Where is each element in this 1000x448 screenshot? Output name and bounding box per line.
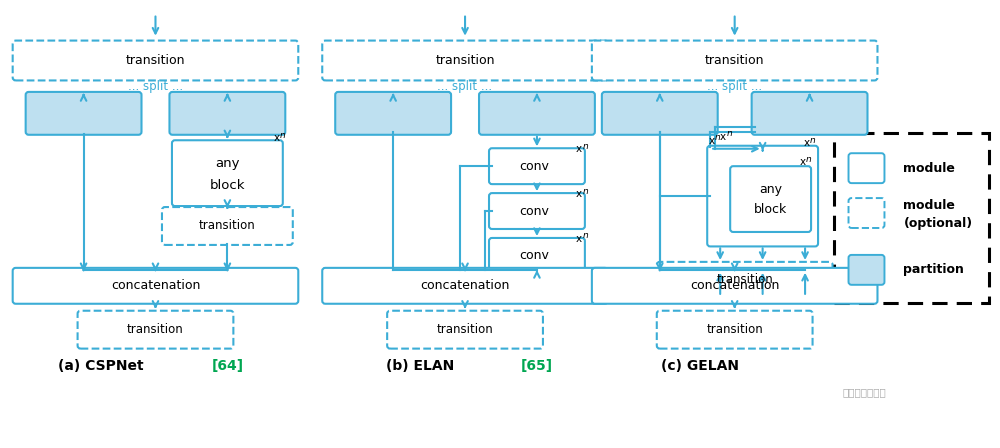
FancyBboxPatch shape	[13, 268, 298, 304]
Text: module: module	[903, 162, 955, 175]
FancyBboxPatch shape	[834, 134, 989, 303]
Text: n: n	[280, 131, 286, 140]
Text: block: block	[210, 179, 245, 192]
Text: x: x	[720, 132, 726, 142]
FancyBboxPatch shape	[13, 41, 298, 81]
FancyBboxPatch shape	[78, 311, 233, 349]
FancyBboxPatch shape	[387, 311, 543, 349]
Text: transition: transition	[716, 273, 773, 286]
Text: (a) CSPNet: (a) CSPNet	[58, 358, 143, 373]
FancyBboxPatch shape	[592, 268, 877, 304]
Text: module: module	[903, 198, 955, 211]
Text: transition: transition	[705, 54, 764, 67]
Text: n: n	[810, 136, 816, 145]
Text: concatenation: concatenation	[420, 279, 510, 292]
FancyBboxPatch shape	[479, 92, 595, 135]
FancyBboxPatch shape	[707, 146, 818, 246]
FancyBboxPatch shape	[849, 153, 884, 183]
FancyBboxPatch shape	[602, 92, 718, 135]
Text: x: x	[273, 133, 279, 143]
Text: n: n	[582, 232, 588, 241]
FancyBboxPatch shape	[752, 92, 867, 135]
FancyBboxPatch shape	[849, 198, 884, 228]
FancyBboxPatch shape	[162, 207, 293, 245]
Text: x: x	[804, 138, 810, 148]
Text: [64]: [64]	[211, 358, 243, 373]
Text: transition: transition	[706, 323, 763, 336]
FancyBboxPatch shape	[489, 148, 585, 184]
Text: n: n	[727, 129, 732, 138]
Text: block: block	[754, 202, 787, 215]
FancyBboxPatch shape	[489, 193, 585, 229]
Text: partition: partition	[903, 263, 964, 276]
Text: concatenation: concatenation	[111, 279, 200, 292]
Text: ... split ...: ... split ...	[707, 80, 762, 93]
Text: n: n	[582, 187, 588, 196]
Text: [65]: [65]	[521, 358, 553, 373]
Text: transition: transition	[435, 54, 495, 67]
FancyBboxPatch shape	[730, 166, 811, 232]
FancyBboxPatch shape	[592, 41, 877, 81]
Text: n: n	[582, 142, 588, 151]
Text: n: n	[715, 133, 720, 142]
FancyBboxPatch shape	[849, 255, 884, 285]
FancyBboxPatch shape	[26, 92, 141, 135]
Text: transition: transition	[127, 323, 184, 336]
Text: any: any	[759, 183, 782, 196]
Text: conv: conv	[519, 250, 549, 263]
FancyBboxPatch shape	[657, 262, 833, 298]
Text: transition: transition	[126, 54, 185, 67]
Text: conv: conv	[519, 159, 549, 172]
Text: 公众号・量子位: 公众号・量子位	[843, 388, 886, 397]
Text: any: any	[215, 157, 240, 170]
Text: x: x	[576, 144, 582, 154]
FancyBboxPatch shape	[322, 268, 608, 304]
FancyBboxPatch shape	[322, 41, 608, 81]
Text: (optional): (optional)	[903, 216, 973, 229]
Text: x: x	[576, 189, 582, 199]
FancyBboxPatch shape	[657, 311, 813, 349]
FancyBboxPatch shape	[172, 140, 283, 206]
Text: ... split ...: ... split ...	[128, 80, 183, 93]
FancyBboxPatch shape	[489, 238, 585, 274]
Text: (c) GELAN: (c) GELAN	[661, 358, 739, 373]
Text: conv: conv	[519, 205, 549, 218]
FancyBboxPatch shape	[335, 92, 451, 135]
Text: x: x	[708, 136, 714, 146]
FancyBboxPatch shape	[169, 92, 285, 135]
Text: concatenation: concatenation	[690, 279, 779, 292]
Text: x: x	[800, 157, 806, 167]
Text: ... split ...: ... split ...	[437, 80, 493, 93]
Text: x: x	[576, 234, 582, 244]
Text: transition: transition	[199, 220, 256, 233]
Text: n: n	[806, 155, 812, 164]
Text: (b) ELAN: (b) ELAN	[386, 358, 454, 373]
Text: transition: transition	[437, 323, 493, 336]
